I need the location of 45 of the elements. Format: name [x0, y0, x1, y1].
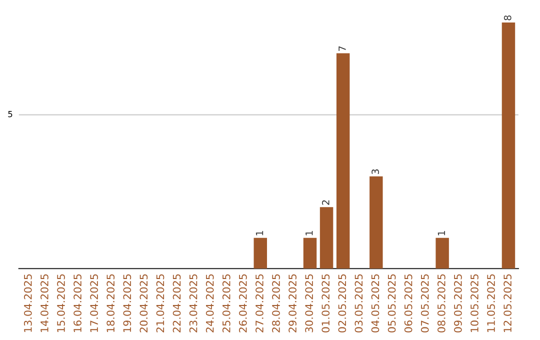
x-tick-label: 18.04.2025	[106, 274, 115, 332]
x-tick-label: 26.04.2025	[238, 274, 247, 332]
x-tick-label: 24.04.2025	[206, 274, 214, 332]
x-tick-label: 02.05.2025	[338, 274, 346, 332]
bar	[320, 207, 334, 269]
data-label: 3	[372, 169, 379, 174]
x-tick-label: 13.04.2025	[24, 274, 32, 332]
x-tick-label: 09.05.2025	[454, 274, 462, 332]
x-tick-label: 17.04.2025	[90, 274, 98, 332]
data-label: 2	[322, 200, 330, 205]
bar	[502, 22, 516, 269]
x-tick-label: 30.04.2025	[305, 274, 314, 332]
x-tick-label: 27.04.2025	[256, 274, 264, 332]
x-tick-label: 14.04.2025	[40, 274, 48, 332]
bar	[303, 238, 317, 269]
x-tick-label: 05.05.2025	[388, 274, 396, 332]
x-tick-label: 08.05.2025	[437, 274, 446, 332]
x-tick-label: 12.05.2025	[504, 274, 512, 332]
x-tick-label: 25.04.2025	[222, 274, 230, 332]
bar	[370, 176, 383, 269]
x-tick-label: 01.05.2025	[322, 274, 330, 332]
bar	[336, 53, 350, 269]
x-tick-label: 28.04.2025	[272, 274, 280, 332]
x-tick-label: 21.04.2025	[156, 274, 164, 332]
data-label: 8	[504, 15, 512, 20]
x-tick-label: 03.05.2025	[354, 274, 363, 332]
data-label: 1	[256, 231, 264, 236]
x-tick-label: 15.04.2025	[57, 274, 65, 332]
x-tick-label: 20.04.2025	[140, 274, 148, 332]
data-label: 1	[438, 231, 445, 236]
x-tick-label: 07.05.2025	[420, 274, 429, 332]
x-tick-label: 22.04.2025	[172, 274, 181, 332]
x-tick-label: 06.05.2025	[404, 274, 412, 332]
x-tick-label: 23.04.2025	[189, 274, 198, 332]
ref-line-label: 5	[8, 111, 12, 118]
x-tick-label: 11.05.2025	[487, 274, 495, 332]
data-label: 1	[306, 231, 313, 236]
data-label: 7	[338, 46, 346, 51]
bar	[436, 238, 449, 269]
x-tick-label: 04.05.2025	[371, 274, 380, 332]
x-tick-label: 29.04.2025	[288, 274, 296, 332]
x-tick-label: 19.04.2025	[123, 274, 132, 332]
bar	[254, 238, 267, 269]
x-tick-label: 10.05.2025	[470, 274, 478, 332]
x-tick-label: 16.04.2025	[74, 274, 82, 332]
